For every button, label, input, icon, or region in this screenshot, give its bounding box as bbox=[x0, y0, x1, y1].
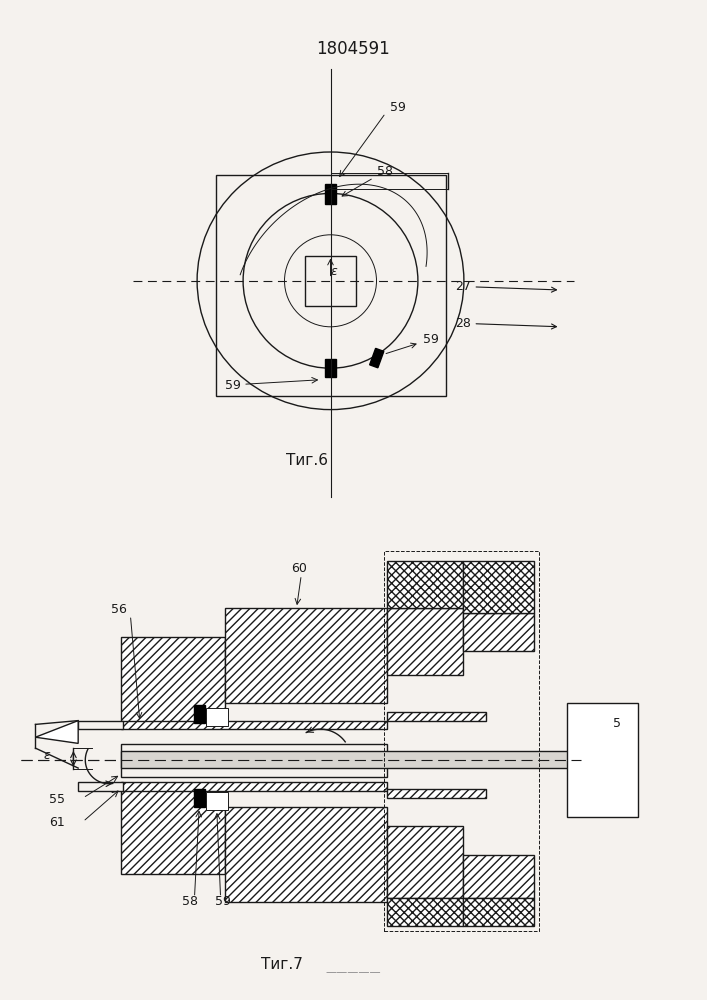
Text: 55: 55 bbox=[49, 793, 65, 806]
Text: 59: 59 bbox=[215, 895, 231, 908]
Bar bbox=[325, 184, 337, 204]
Bar bbox=[385, 551, 539, 931]
Bar bbox=[121, 721, 387, 729]
Text: 58: 58 bbox=[182, 895, 198, 908]
Bar bbox=[462, 613, 534, 651]
Text: 60: 60 bbox=[291, 562, 307, 575]
Bar bbox=[325, 359, 337, 377]
Bar bbox=[194, 789, 205, 807]
Bar bbox=[194, 705, 205, 723]
Text: 28: 28 bbox=[455, 317, 556, 330]
Bar bbox=[226, 608, 387, 703]
Bar bbox=[387, 561, 462, 608]
Bar bbox=[121, 637, 226, 722]
Bar bbox=[226, 807, 387, 902]
Text: ε: ε bbox=[331, 265, 337, 278]
Text: 56: 56 bbox=[110, 603, 127, 616]
Bar bbox=[216, 175, 445, 396]
Bar bbox=[387, 789, 486, 798]
Bar bbox=[78, 721, 123, 729]
Bar bbox=[121, 751, 577, 768]
Bar bbox=[121, 782, 387, 791]
Bar bbox=[387, 826, 462, 898]
Bar bbox=[387, 898, 462, 926]
Text: 61: 61 bbox=[49, 816, 64, 829]
Bar bbox=[387, 712, 486, 721]
Bar bbox=[78, 782, 123, 791]
Bar bbox=[567, 703, 638, 817]
Bar bbox=[121, 788, 226, 874]
Bar bbox=[462, 898, 534, 926]
Polygon shape bbox=[35, 721, 78, 743]
Text: Τиг.7: Τиг.7 bbox=[262, 957, 303, 972]
Bar bbox=[121, 744, 387, 777]
Text: 1804591: 1804591 bbox=[317, 40, 390, 58]
Text: 59: 59 bbox=[225, 379, 240, 392]
Bar bbox=[206, 792, 228, 810]
Bar bbox=[206, 708, 228, 726]
Text: 59: 59 bbox=[386, 333, 438, 354]
Bar bbox=[462, 561, 534, 613]
Text: 27: 27 bbox=[455, 280, 556, 293]
Text: —————: ————— bbox=[326, 967, 381, 977]
Text: 58: 58 bbox=[342, 165, 392, 196]
Bar bbox=[305, 255, 356, 306]
Text: Τиг.6: Τиг.6 bbox=[286, 453, 329, 468]
Text: 59: 59 bbox=[390, 101, 407, 114]
Text: 5: 5 bbox=[613, 717, 621, 730]
Bar bbox=[387, 608, 462, 675]
Bar bbox=[370, 348, 384, 368]
Text: ε: ε bbox=[44, 749, 51, 762]
Bar bbox=[462, 855, 534, 898]
